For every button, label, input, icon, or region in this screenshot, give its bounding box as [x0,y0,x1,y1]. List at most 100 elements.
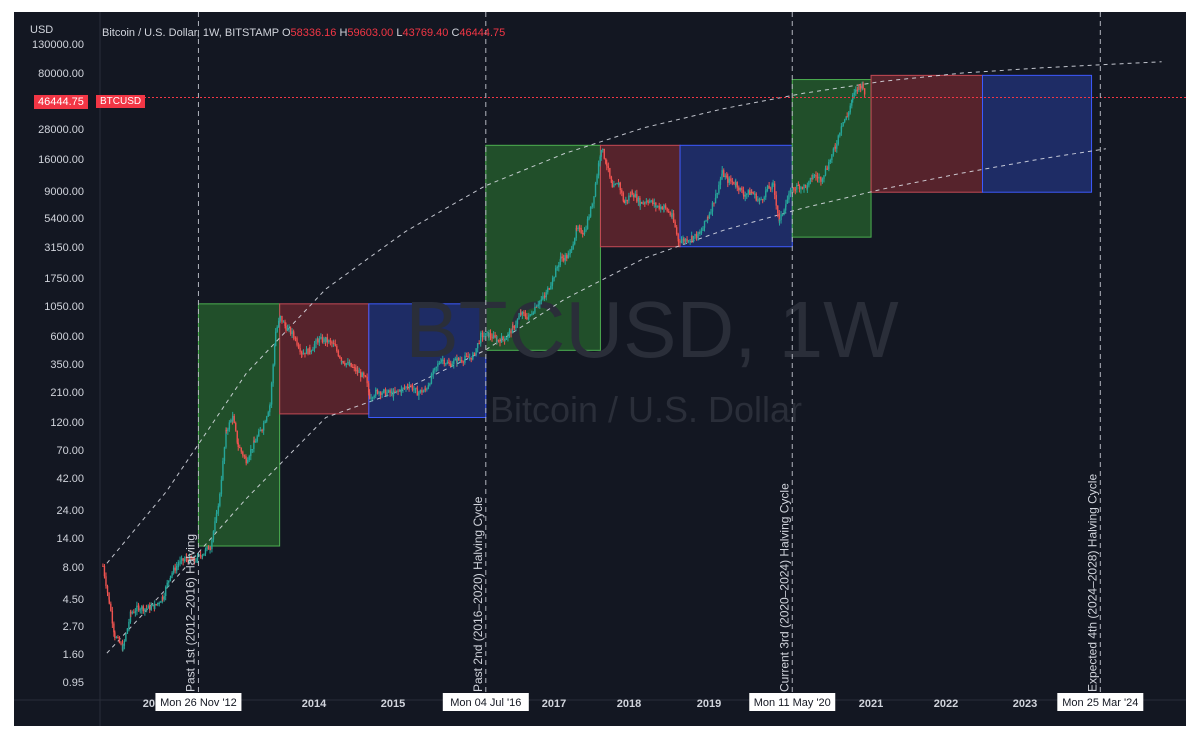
candle-body [510,330,512,334]
low-label: L [396,27,403,39]
candle-body [429,383,431,386]
candle-body [641,202,643,204]
halving-label: Past 1st (2012–2016) Halving [183,534,197,692]
candle-body [368,392,371,399]
candle-body [215,513,218,522]
candle-body [581,232,584,234]
candle-body [694,234,696,237]
candle-body [149,605,151,610]
candle-body [625,199,627,204]
candle-body [489,333,492,337]
candle-body [382,389,385,393]
candle-body [655,206,657,208]
candle-body [637,197,640,202]
candle-body [430,374,433,384]
candle-body [746,193,748,195]
candle-body [588,216,590,219]
candle-body [209,548,212,550]
candle-body [653,202,656,205]
candle-body [559,256,562,260]
candle-body [649,201,651,203]
candle-body [334,343,336,347]
candle-body [302,352,305,355]
candle-body [195,561,197,563]
candle-body [791,187,793,192]
candle-body [540,299,543,302]
candle-body [497,339,500,341]
candle-body [813,175,816,177]
y-tick-label: 130000.00 [32,39,84,51]
y-tick-label: 350.00 [50,359,84,371]
candle-body [859,85,862,89]
candle-body [166,582,168,587]
candle-body [589,206,592,217]
candle-body [516,319,519,325]
candle-body [111,610,114,624]
candle-body [798,185,801,190]
open-value: 58336.16 [290,27,337,39]
candle-body [555,268,557,278]
x-tick-label: 2015 [381,698,405,710]
candle-body [804,184,807,186]
candle-body [448,363,450,365]
candle-body [253,440,255,450]
candle-body [344,363,346,365]
candle-body [605,158,607,164]
candle-body [198,554,200,556]
candle-body [190,556,192,559]
date-tag-bg [442,693,529,711]
candle-body [442,359,444,361]
candle-body [840,125,843,127]
cycle-box-red [279,303,370,415]
candle-body [187,558,189,562]
candle-body [596,175,598,184]
candle-body [603,148,605,159]
candle-body [188,556,191,562]
cycle-box-blue [982,74,1093,193]
candle-body [390,391,393,394]
ticker-badge: BTCUSD [96,95,146,108]
candle-body [274,331,277,346]
candle-body [301,353,303,355]
candle-body [551,277,554,283]
candle-body [539,301,541,305]
candle-body [384,389,387,396]
candle-body [547,288,549,293]
candle-body [820,177,822,182]
candle-body [172,567,175,573]
currency-label: USD [30,24,54,36]
candle-body [435,366,438,368]
candle-body [350,363,352,367]
candle-body [785,203,787,207]
candle-body [675,227,678,234]
candle-body [333,343,335,345]
candle-body [845,116,847,120]
candle-body [136,605,138,612]
candle-body [450,363,452,367]
candle-body [856,89,859,91]
candle-body [829,160,832,163]
candle-body [851,100,853,106]
candle-body [171,572,173,576]
candle-body [669,212,671,216]
candle-body [758,199,761,201]
candle-body [340,358,343,362]
candle-body [562,258,565,261]
candle-body [570,249,573,251]
candle-body [797,184,800,186]
candle-body [440,359,442,362]
candle-body [622,192,625,201]
candle-body [783,210,785,215]
candle-body [386,392,388,396]
candle-body [375,389,377,396]
date-tag: Mon 11 May '20 [754,697,831,709]
candle-body [832,148,835,155]
y-tick-label: 9000.00 [44,186,84,198]
candle-body [113,623,115,633]
high-label: H [339,27,348,39]
candle-body [341,361,343,363]
price-chart[interactable]: BTCUSD, 1W Bitcoin / U.S. Dollar Past 1st… [14,12,1186,726]
candle-body [367,383,370,393]
candle-body [855,89,857,93]
candle-body [674,221,676,228]
